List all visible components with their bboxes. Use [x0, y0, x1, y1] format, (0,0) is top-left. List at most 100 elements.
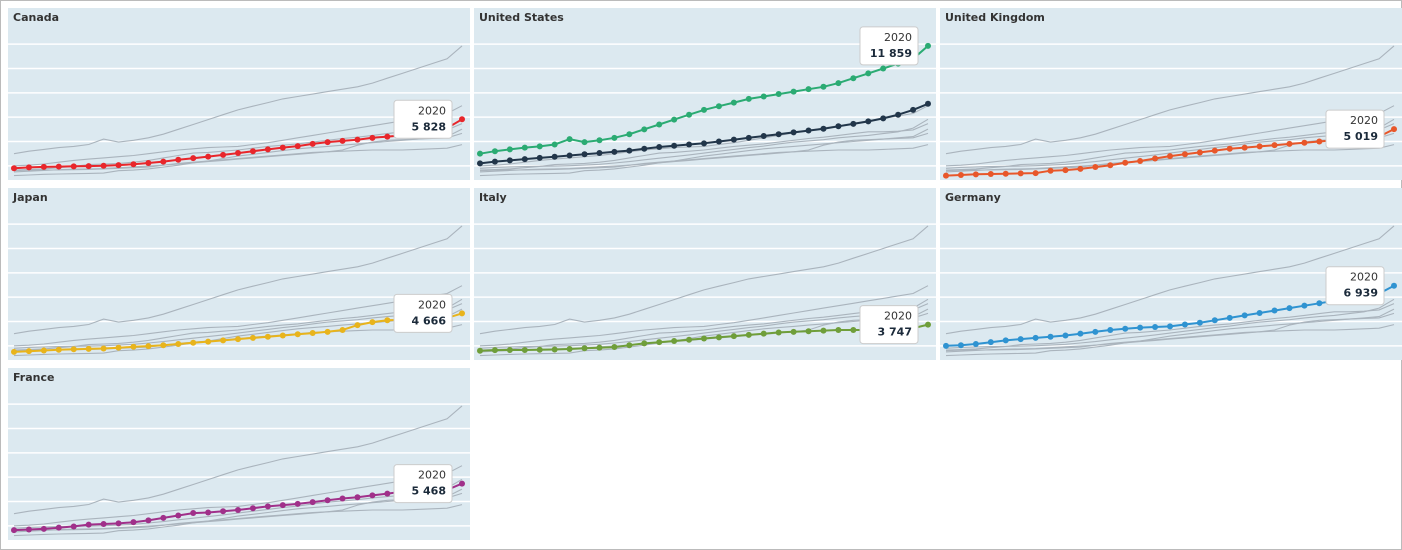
series-point	[264, 146, 271, 153]
secondary-point	[611, 148, 618, 155]
series-point	[354, 322, 361, 329]
context-line	[13, 504, 463, 532]
series-point	[1196, 319, 1203, 326]
series-point	[1211, 147, 1218, 154]
series-point	[521, 144, 528, 151]
series-point	[324, 497, 331, 504]
series-point	[1241, 144, 1248, 151]
series-point	[730, 333, 737, 340]
series-point	[1256, 309, 1263, 316]
secondary-point	[506, 157, 513, 164]
series-point	[686, 111, 693, 118]
series-point	[384, 317, 391, 324]
series-point	[369, 319, 376, 326]
series-point	[339, 327, 346, 334]
series-point	[536, 143, 543, 150]
label-box	[859, 305, 919, 345]
series-point	[790, 88, 797, 95]
series-point	[309, 499, 316, 506]
series-point	[596, 344, 603, 351]
label-box	[859, 26, 919, 66]
series-point	[730, 99, 737, 106]
panel-title: Canada	[13, 11, 59, 24]
series-point	[175, 512, 182, 519]
label-year: 2020	[884, 31, 912, 44]
series-point	[354, 136, 361, 143]
series-point	[491, 347, 498, 354]
series-point	[249, 334, 256, 341]
series-point	[220, 151, 227, 158]
series-point	[220, 337, 227, 344]
panel	[474, 8, 936, 180]
context-line	[479, 285, 929, 347]
series-point	[115, 344, 122, 351]
series-point	[1032, 170, 1039, 177]
series-point	[459, 310, 465, 317]
series-point	[130, 343, 137, 350]
context-line	[945, 308, 1395, 357]
series-point	[1211, 317, 1218, 324]
series-point	[145, 517, 152, 524]
secondary-point	[491, 158, 498, 165]
panel-title: Germany	[945, 191, 1001, 204]
series-point	[805, 86, 812, 93]
series-point	[205, 153, 212, 160]
series-point	[1002, 337, 1009, 344]
series-point	[1271, 142, 1278, 149]
series-point	[1316, 300, 1323, 307]
series-point	[55, 163, 62, 170]
context-line	[13, 405, 463, 515]
series-point	[686, 336, 693, 343]
series-point	[972, 171, 979, 178]
series-point	[1256, 143, 1263, 150]
secondary-point	[566, 152, 573, 159]
series-point	[1077, 165, 1084, 172]
series-point	[641, 340, 648, 347]
series-point	[384, 490, 391, 497]
series-point	[1062, 167, 1069, 174]
value-label: 5 468	[412, 485, 446, 498]
series-point	[596, 137, 603, 144]
series-point	[1047, 167, 1054, 174]
series-point	[40, 525, 47, 532]
series-point	[506, 146, 513, 153]
series-point	[943, 172, 949, 179]
panel	[474, 188, 936, 360]
secondary-point	[581, 151, 588, 158]
series-point	[70, 163, 77, 170]
series-point	[279, 332, 286, 339]
series-point	[25, 164, 32, 171]
context-line	[945, 303, 1395, 351]
series-point	[160, 158, 167, 165]
series-point	[160, 514, 167, 521]
series-point	[581, 139, 588, 146]
series-point	[835, 327, 842, 334]
secondary-point	[596, 150, 603, 157]
series-point	[611, 344, 618, 351]
series-point	[1152, 323, 1159, 330]
panel-title: Japan	[12, 191, 48, 204]
series-point	[115, 162, 122, 169]
secondary-point	[760, 133, 767, 140]
series-point	[279, 144, 286, 151]
value-label: 4 666	[412, 314, 447, 327]
series-point	[100, 521, 107, 528]
context-line	[479, 303, 929, 351]
series-point	[1107, 327, 1114, 334]
series-point	[775, 91, 782, 98]
series-point	[477, 150, 483, 157]
series-point	[369, 492, 376, 499]
series-point	[40, 163, 47, 170]
series-point	[309, 330, 316, 337]
series-point	[11, 165, 17, 172]
series-point	[1107, 162, 1114, 169]
series-point	[1122, 159, 1129, 166]
series-point	[85, 345, 92, 352]
series-point	[626, 131, 633, 138]
series-point	[249, 505, 256, 512]
label-box	[393, 464, 453, 504]
series-point	[279, 502, 286, 509]
context-line	[945, 105, 1395, 167]
value-label: 6 939	[1344, 287, 1378, 300]
secondary-point	[551, 153, 558, 160]
